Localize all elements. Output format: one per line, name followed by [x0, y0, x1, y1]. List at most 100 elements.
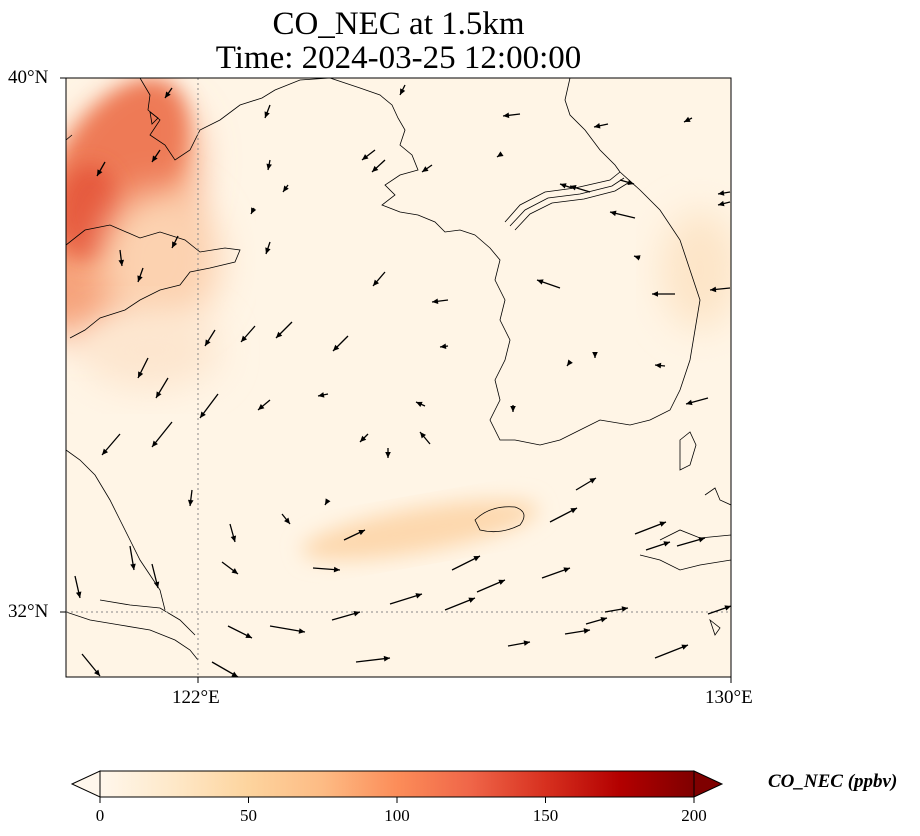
wind-arrow-head	[724, 605, 731, 611]
wind-arrow-head	[325, 498, 331, 505]
wind-arrow-head	[187, 499, 194, 506]
wind-arrow-head	[600, 616, 607, 623]
wind-arrow-head	[718, 200, 725, 207]
wind-arrow-head	[592, 352, 598, 358]
wind-arrow-head	[400, 88, 406, 95]
wind-arrow-head	[589, 478, 596, 484]
wind-arrow-head	[230, 535, 237, 542]
wind-arrow-head	[231, 568, 238, 574]
wind-arrow-head	[570, 185, 577, 191]
lat-tick-32n: 32°N	[8, 601, 49, 622]
wind-arrow-head	[276, 331, 283, 338]
coastlines	[66, 78, 731, 661]
map-frame	[65, 77, 732, 678]
wind-arrow-head	[118, 259, 125, 266]
graticule	[66, 78, 731, 677]
wind-arrow-head	[362, 154, 369, 160]
wind-arrow-head	[563, 567, 570, 573]
lat-tick-40n: 40°N	[8, 67, 49, 88]
colorbar-extend-min	[70, 770, 101, 798]
wind-arrow-head	[360, 435, 367, 442]
colorbar-ramp	[99, 770, 695, 798]
lon-tick-130e: 130°E	[705, 687, 753, 708]
colorbar-tick-0: 0	[95, 806, 105, 825]
wind-arrow-head	[353, 610, 360, 617]
wind-arrow-head	[663, 541, 670, 547]
wind-arrow-head	[686, 399, 693, 406]
wind-arrow-head	[318, 392, 325, 398]
map-title-line2: Time: 2024-03-25 12:00:00	[215, 40, 582, 76]
wind-arrow-head	[634, 255, 641, 261]
wind-arrow-head	[241, 335, 248, 342]
wind-arrow-head	[130, 563, 136, 570]
wind-arrow-head	[567, 359, 573, 366]
wind-arrow-head	[710, 286, 717, 293]
wind-arrow-head	[698, 536, 705, 543]
colorbar-tick-50: 50	[240, 806, 257, 825]
axis-ticks	[60, 77, 732, 683]
wind-arrow-head	[510, 406, 516, 412]
wind-arrow-head	[165, 91, 171, 98]
colorbar-tick-100: 100	[384, 806, 410, 825]
wind-arrow-head	[621, 606, 628, 612]
wind-arrow-head	[610, 210, 617, 217]
wind-arrow-head	[372, 165, 379, 172]
wind-arrow-head	[153, 581, 160, 588]
wind-arrow-head	[655, 362, 662, 369]
wind-arrow-head	[231, 671, 238, 677]
wind-arrow-head	[205, 339, 211, 346]
wind-arrow-head	[245, 632, 252, 638]
wind-arrow-head	[473, 556, 480, 562]
wind-arrow-head	[498, 579, 505, 585]
wind-arrow-head	[137, 275, 143, 282]
wind-arrow-head	[156, 391, 162, 398]
wind-arrow-head	[283, 185, 289, 192]
wind-arrow-head	[358, 530, 365, 536]
colorbar-extend-max	[693, 770, 724, 798]
wind-arrow-head	[258, 404, 265, 410]
wind-arrow-head	[440, 343, 447, 350]
wind-arrow-head	[138, 371, 144, 378]
colorbar-label: CO_NEC (ppbv)	[768, 771, 898, 792]
wind-arrow-head	[560, 183, 567, 189]
wind-arrow-head	[152, 155, 158, 162]
wind-arrow-head	[97, 169, 103, 176]
wind-arrow-head	[265, 247, 271, 254]
colorbar-tick-150: 150	[532, 806, 559, 825]
wind-arrow-head	[266, 163, 272, 170]
wind-arrow-head	[102, 448, 109, 455]
wind-arrow-head	[200, 411, 206, 418]
wind-arrow-head	[333, 344, 340, 351]
wind-vectors	[74, 84, 731, 677]
wind-arrow-head	[432, 298, 439, 305]
wind-arrow-head	[627, 179, 634, 186]
wind-arrow-head	[152, 440, 158, 447]
lon-tick-122e: 122°E	[172, 687, 220, 708]
wind-arrow-head	[373, 279, 380, 286]
wind-arrow-head	[497, 151, 504, 157]
wind-arrow-head	[652, 291, 658, 297]
wind-arrow-head	[416, 401, 423, 407]
wind-arrow-head	[420, 432, 426, 439]
wind-arrow-head	[537, 279, 544, 285]
wind-arrow-head	[284, 517, 290, 524]
wind-arrow-head	[681, 644, 688, 650]
wind-arrow-head	[718, 190, 725, 196]
wind-arrow-head	[594, 123, 601, 129]
wind-arrow-head	[385, 452, 391, 458]
wind-arrow-head	[264, 111, 270, 118]
wind-arrow-head	[468, 597, 475, 603]
wind-arrow-head	[298, 628, 305, 634]
wind-arrow-head	[94, 669, 100, 676]
colorbar-tick-200: 200	[681, 806, 707, 825]
wind-arrow-head	[172, 241, 178, 248]
map-title-line1: CO_NEC at 1.5km	[272, 6, 525, 42]
wind-arrow-head	[75, 591, 82, 598]
wind-arrow-head	[251, 207, 257, 214]
wind-arrow-head	[659, 521, 666, 527]
wind-arrow-head	[684, 116, 691, 122]
map-canvas	[60, 77, 732, 683]
wind-arrow-head	[415, 593, 422, 599]
wind-arrow-head	[333, 566, 340, 573]
